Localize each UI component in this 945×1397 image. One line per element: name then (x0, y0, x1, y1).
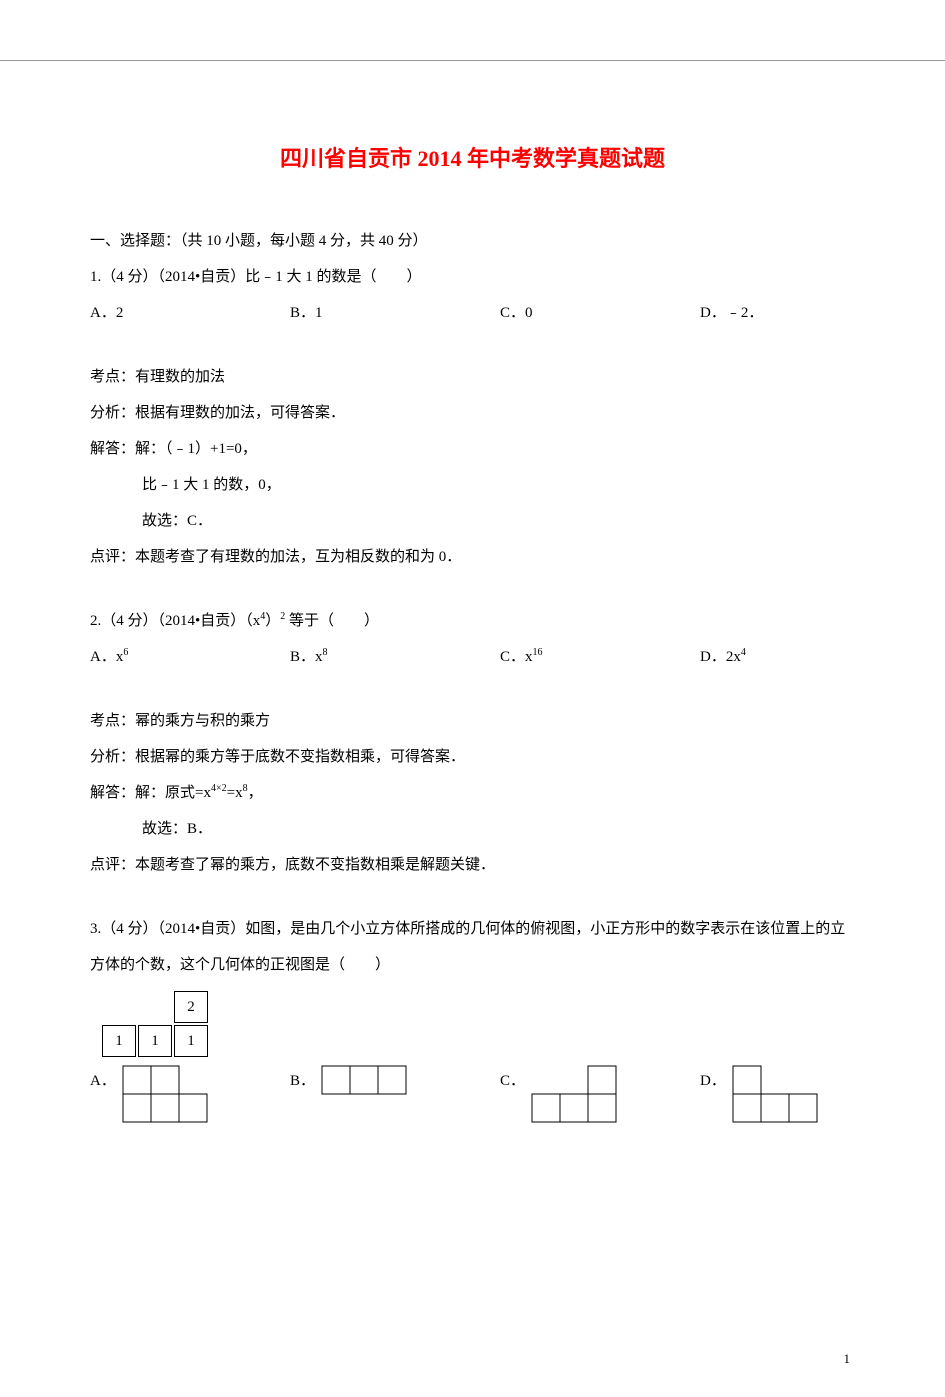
q2-jd1-pre: 解：原式=x (135, 785, 211, 801)
label-dianping-2: 点评： (90, 857, 135, 873)
q2-stem: 2.（4 分）（2014•自贡）（x4）2 等于（ ） (90, 603, 855, 639)
q3-shape-a (122, 1065, 212, 1125)
topview-blank (102, 991, 136, 1023)
q1-kaodian-text: 有理数的加法 (135, 369, 225, 385)
q2-fenxi-text: 根据幂的乘方等于底数不变指数相乘，可得答案． (135, 749, 465, 765)
topview-cell: 1 (102, 1025, 136, 1057)
label-jieda-2: 解答： (90, 785, 135, 801)
label-jieda: 解答： (90, 441, 135, 457)
q1-fenxi: 分析：根据有理数的加法，可得答案． (90, 395, 855, 431)
q2-stem-pre: 2.（4 分）（2014•自贡）（x (90, 613, 260, 629)
q1-choice-d: D．﹣2． (700, 295, 855, 331)
q1-jieda-line2: 比﹣1 大 1 的数，0， (90, 467, 855, 503)
q2-d-pre: D．2x (700, 649, 741, 665)
q1-choice-a: A．2 (90, 295, 290, 331)
q2-jd1-mid: =x (227, 785, 243, 801)
topview-cell: 1 (174, 1025, 208, 1057)
q1-dianping-text: 本题考查了有理数的加法，互为相反数的和为 0． (135, 549, 461, 565)
q2-c-sup: 16 (533, 647, 543, 658)
label-kaodian: 考点： (90, 369, 135, 385)
q1-choices: A．2 B．1 C．0 D．﹣2． (90, 295, 855, 331)
section-header: 一、选择题：（共 10 小题，每小题 4 分，共 40 分） (90, 223, 855, 259)
q1-choice-c: C．0 (500, 295, 700, 331)
document-title: 四川省自贡市 2014 年中考数学真题试题 (90, 141, 855, 173)
q2-a-sup: 6 (123, 647, 128, 658)
table-row: 1 1 1 (102, 1025, 208, 1057)
q2-jd1-sup1: 4×2 (211, 783, 227, 794)
q2-choices: A．x6 B．x8 C．x16 D．2x4 (90, 639, 855, 675)
q2-fenxi: 分析：根据幂的乘方等于底数不变指数相乘，可得答案． (90, 739, 855, 775)
q2-stem-mid: ） (265, 613, 280, 629)
q2-choice-b: B．x8 (290, 639, 500, 675)
q2-kaodian: 考点：幂的乘方与积的乘方 (90, 703, 855, 739)
page-number: 1 (844, 1351, 851, 1367)
q2-choice-d: D．2x4 (700, 639, 855, 675)
q2-jieda: 解答：解：原式=x4×2=x8， (90, 775, 855, 811)
topview-blank (138, 991, 172, 1023)
label-fenxi-2: 分析： (90, 749, 135, 765)
q1-jieda-line1: 解：（﹣1）+1=0， (135, 441, 257, 457)
q1-dianping: 点评：本题考查了有理数的加法，互为相反数的和为 0． (90, 539, 855, 575)
q1-stem: 1.（4 分）（2014•自贡）比﹣1 大 1 的数是（ ） (90, 259, 855, 295)
q2-dianping-text: 本题考查了幂的乘方，底数不变指数相乘是解题关键． (135, 857, 495, 873)
q3-stem: 3.（4 分）（2014•自贡）如图，是由几个小立方体所搭成的几何体的俯视图，小… (90, 911, 855, 983)
q1-jieda: 解答：解：（﹣1）+1=0， (90, 431, 855, 467)
q2-stem-post: 等于（ ） (285, 613, 379, 629)
q2-jieda-line2: 故选：B． (90, 811, 855, 847)
q1-fenxi-text: 根据有理数的加法，可得答案． (135, 405, 345, 421)
q3-shape-d (732, 1065, 832, 1125)
q2-choice-a: A．x6 (90, 639, 290, 675)
q2-d-sup: 4 (741, 647, 746, 658)
q1-choice-b: B．1 (290, 295, 500, 331)
q2-choice-c: C．x16 (500, 639, 700, 675)
label-kaodian-2: 考点： (90, 713, 135, 729)
q3-topview-table: 2 1 1 1 (100, 989, 210, 1059)
q3-choice-a-label: A． (90, 1065, 116, 1090)
q1-kaodian: 考点：有理数的加法 (90, 359, 855, 395)
q2-jd1-post: ， (248, 785, 263, 801)
q3-choices: A． B． C． (90, 1065, 855, 1125)
q3-shape-b (321, 1065, 421, 1125)
q2-b-sup: 8 (323, 647, 328, 658)
q2-b-pre: B．x (290, 649, 323, 665)
q1-jieda-line3: 故选：C． (90, 503, 855, 539)
topview-cell: 1 (138, 1025, 172, 1057)
q2-a-pre: A．x (90, 649, 123, 665)
q2-dianping: 点评：本题考查了幂的乘方，底数不变指数相乘是解题关键． (90, 847, 855, 883)
q3-choice-d-label: D． (700, 1065, 726, 1090)
label-dianping: 点评： (90, 549, 135, 565)
q2-kaodian-text: 幂的乘方与积的乘方 (135, 713, 270, 729)
q3-choice-c-label: C． (500, 1065, 525, 1090)
q3-shape-c (531, 1065, 631, 1125)
topview-cell: 2 (174, 991, 208, 1023)
q3-choice-b-label: B． (290, 1065, 315, 1090)
q2-c-pre: C．x (500, 649, 533, 665)
label-fenxi: 分析： (90, 405, 135, 421)
table-row: 2 (102, 991, 208, 1023)
